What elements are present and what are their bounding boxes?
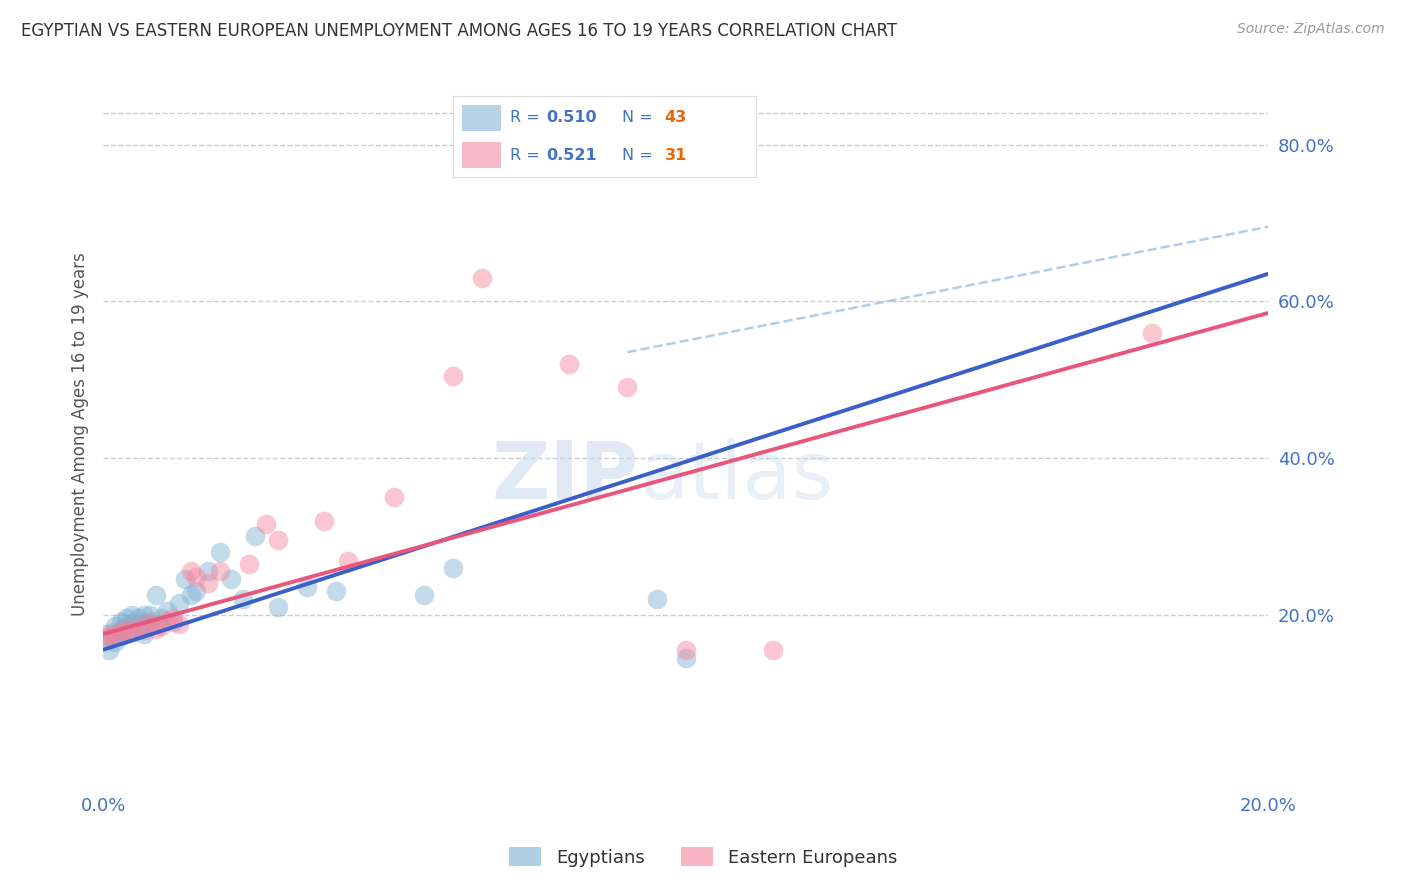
Point [138,615,160,630]
Point [121,616,143,631]
Point [616,380,638,394]
Point [156,604,179,618]
Point [1140,326,1163,340]
Legend: Egyptians, Eastern Europeans: Egyptians, Eastern Europeans [502,840,904,874]
Point [132,627,155,641]
Point [232,591,254,606]
Point [254,517,277,532]
Point [115,611,138,625]
Point [156,614,179,628]
Point [238,557,260,571]
Point [675,650,697,665]
Point [197,565,219,579]
Point [325,584,347,599]
Point [104,619,127,633]
Text: Source: ZipAtlas.com: Source: ZipAtlas.com [1237,22,1385,37]
Point [110,624,132,639]
Point [243,529,266,543]
Point [110,623,132,637]
Point [127,611,149,625]
Point [471,270,494,285]
Point [295,580,318,594]
Point [675,642,697,657]
Point [110,630,132,644]
Point [115,627,138,641]
Point [145,588,167,602]
Point [145,616,167,631]
Point [162,615,184,630]
Point [104,635,127,649]
Point [110,615,132,630]
Point [145,622,167,636]
Point [132,616,155,631]
Point [162,611,184,625]
Point [121,624,143,639]
Point [104,624,127,639]
Point [384,490,406,504]
Point [167,616,190,631]
Point [127,622,149,636]
Point [138,619,160,633]
Point [645,591,668,606]
Point [132,607,155,622]
Point [441,368,464,383]
Point [336,554,359,568]
Point [167,596,190,610]
Point [121,607,143,622]
Point [179,565,201,579]
Point [441,560,464,574]
Point [558,357,581,371]
Point [97,631,120,645]
Text: atlas: atlas [640,438,834,516]
Point [186,570,208,584]
Point [121,624,143,639]
Point [314,514,336,528]
Point [208,565,231,579]
Point [115,619,138,633]
Point [208,545,231,559]
Point [173,572,195,586]
Point [197,576,219,591]
Point [267,599,290,614]
Point [412,588,434,602]
Text: EGYPTIAN VS EASTERN EUROPEAN UNEMPLOYMENT AMONG AGES 16 TO 19 YEARS CORRELATION : EGYPTIAN VS EASTERN EUROPEAN UNEMPLOYMEN… [21,22,897,40]
Y-axis label: Unemployment Among Ages 16 to 19 years: Unemployment Among Ages 16 to 19 years [72,252,89,616]
Point [94,627,117,641]
Point [132,623,155,637]
Point [97,642,120,657]
Point [150,611,173,625]
Point [97,627,120,641]
Point [138,607,160,622]
Point [150,619,173,633]
Text: ZIP: ZIP [492,438,640,516]
Point [104,630,127,644]
Point [762,642,785,657]
Point [179,588,201,602]
Point [94,631,117,645]
Point [219,572,242,586]
Point [186,584,208,599]
Point [267,533,290,548]
Point [115,622,138,636]
Point [127,619,149,633]
